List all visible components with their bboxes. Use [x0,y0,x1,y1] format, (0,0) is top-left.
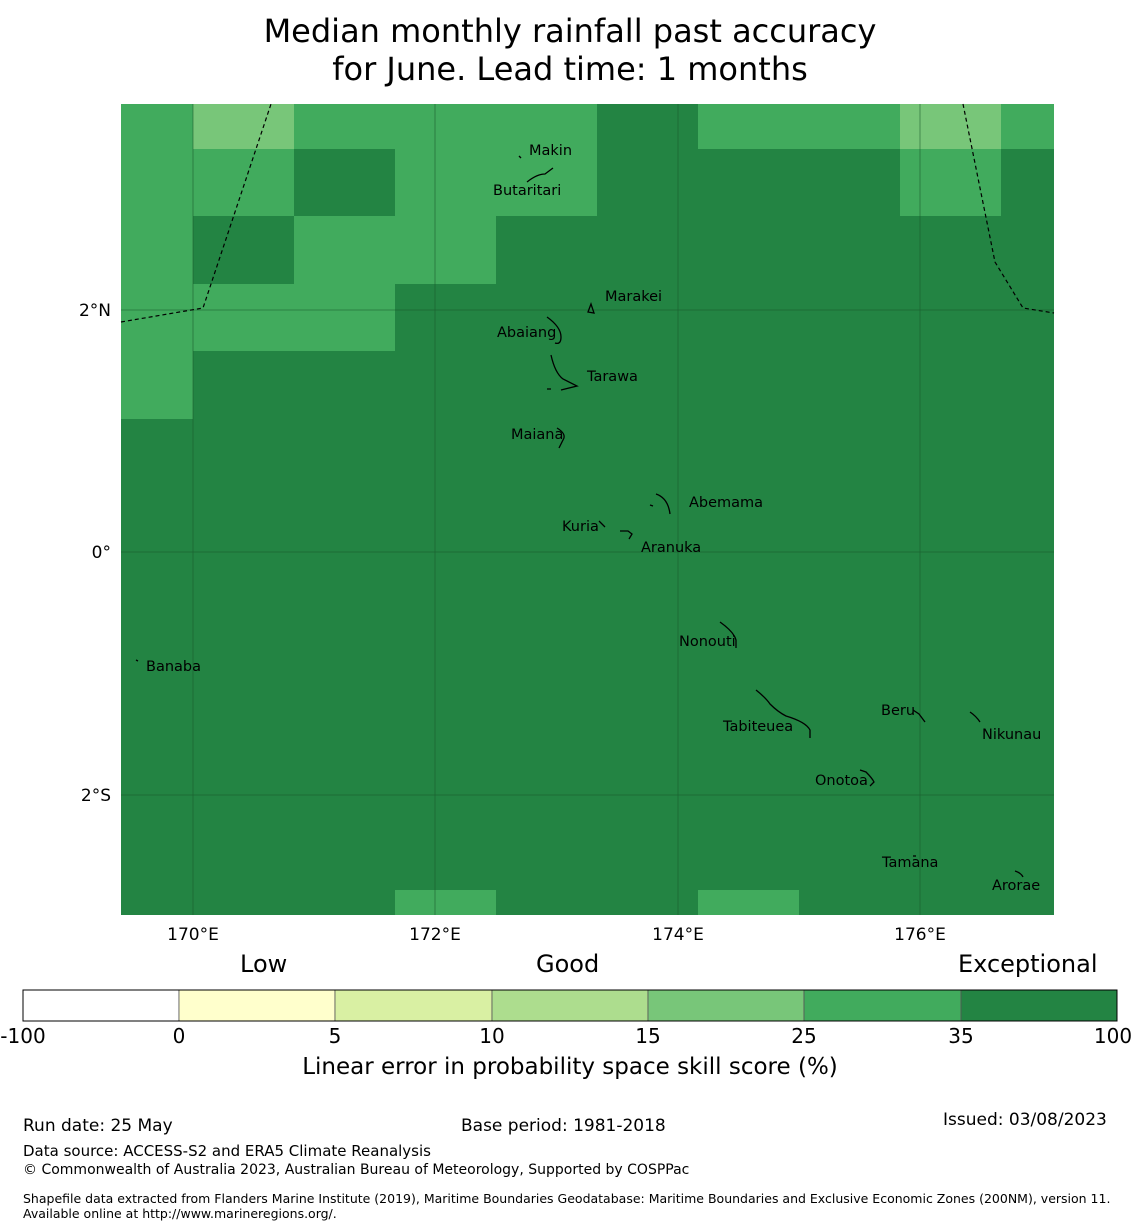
skill-cells-25-35 [121,104,1054,915]
island-shape [755,689,811,738]
grid-cell [395,148,597,216]
island-label-nikunau: Nikunau [982,727,1041,743]
skill-map: Makin Butaritari Marakei Abaiang Tarawa Maian… [79,103,1055,945]
colorbar-tick-label: 35 [948,1024,974,1048]
colorbar-tick-label: 5 [328,1024,342,1048]
colorbar-label: Linear error in probability space skill … [302,1054,838,1080]
base-period: Base period: 1981-2018 [461,1116,666,1136]
lat-tick-label: 0° [92,543,111,563]
grid-cell [698,104,900,149]
map-background [121,104,1054,915]
colorbar-tick-label: 0 [172,1024,186,1048]
colorbar-segment [960,989,1118,1022]
island-outlines [135,155,1024,878]
island-label-abemama: Abemama [689,495,763,511]
island-shape [969,711,981,723]
island-label-beru: Beru [881,703,915,719]
legend-category-good: Good [536,950,600,978]
island-label-butaritari: Butaritari [493,183,561,199]
gridlines [121,104,1054,915]
colorbar-tick-label: 100 [1093,1024,1133,1048]
colorbar-segment [22,989,180,1022]
lat-tick-label: 2°N [79,301,111,321]
eez-boundary-west [120,103,272,323]
colorbar-tick-label: 10 [479,1024,505,1048]
colorbar-segment [647,989,805,1022]
issued-date: Issued: 03/08/2023 [943,1110,1107,1130]
map-title-line-1: Median monthly rainfall past accuracy [263,12,877,50]
colorbar-tick-label: 25 [791,1024,817,1048]
lon-tick-label: 172°E [409,925,461,945]
island-label-aranuka: Aranuka [641,540,701,556]
grid-cell [395,890,496,915]
colorbar-segment [334,989,493,1022]
island-label-kuria: Kuria [562,519,599,535]
grid-cell [1001,104,1054,149]
island-shape [518,155,522,159]
grid-cell [193,148,294,216]
colorbar-segment [803,989,962,1022]
data-source: Data source: ACCESS-S2 and ERA5 Climate … [23,1142,431,1160]
island-shape [649,493,671,515]
grid-cell [294,216,496,284]
grid-cell [193,104,294,149]
lat-tick-label: 2°S [81,786,111,806]
copyright: © Commonwealth of Australia 2023, Austra… [23,1162,690,1178]
island-label-marakei: Marakei [605,289,662,305]
grid-cell [294,104,597,149]
island-shape [135,659,139,662]
colorbar-segment [491,989,649,1022]
island-shape [526,167,554,183]
island-label-makin: Makin [529,143,572,159]
run-date: Run date: 25 May [23,1116,173,1136]
island-label-tabiteuea: Tabiteuea [722,719,793,735]
island-label-tamana: Tamana [881,855,938,871]
colorbar-tick-label: 15 [635,1024,661,1048]
island-shape [1014,870,1024,878]
island-shape [719,621,737,648]
grid-cell [900,148,1001,216]
skill-cells-15-25 [193,104,1001,149]
shapefile-credit: Shapefile data extracted from Flanders M… [23,1191,1111,1221]
colorbar-outline [22,989,1118,1022]
map-title-line-2: for June. Lead time: 1 months [332,50,808,88]
island-label-nonouti: Nonouti [679,634,736,650]
legend-category-low: Low [240,950,288,978]
island-shape [556,427,565,449]
eez-boundaries [120,103,1055,323]
grid-cell [900,104,1001,149]
grid-cell [193,284,395,351]
lon-tick-label: 170°E [167,925,219,945]
island-shape [912,709,926,723]
island-label-onotoa: Onotoa [815,773,868,789]
colorbar [22,989,1118,1022]
lon-tick-label: 176°E [894,925,946,945]
grid-cell [698,890,799,915]
grid-cell [121,104,193,419]
island-label-tarawa: Tarawa [586,369,638,385]
island-label-banaba: Banaba [146,659,201,675]
island-label-maiana: Maiana [511,427,563,443]
eez-boundary-east [962,103,1055,314]
island-label-arorae: Arorae [992,878,1040,894]
colorbar-tick-label: -100 [0,1024,46,1048]
island-shape [598,520,633,540]
axis-labels: 170°E 172°E 174°E 176°E 2°N 0° 2°S [79,301,946,945]
colorbar-segment [178,989,336,1022]
island-shape [859,769,875,787]
legend-category-exceptional: Exceptional [958,950,1098,978]
island-shape [547,354,579,391]
island-shape [546,316,562,345]
lon-tick-label: 174°E [652,925,704,945]
island-label-abaiang: Abaiang [497,325,556,341]
island-shape [587,302,595,314]
